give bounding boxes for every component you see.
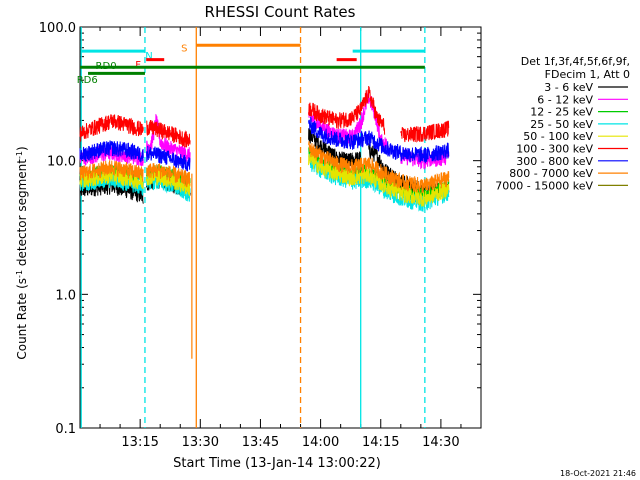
plot-frame <box>79 26 482 429</box>
series-lines <box>79 85 450 359</box>
chart-title: RHESSI Count Rates <box>205 3 356 21</box>
series-line <box>79 160 144 182</box>
y-axis-label-mid: detector segment <box>15 159 29 270</box>
series-line <box>146 113 191 163</box>
legend-entry-label: 800 - 7000 keV <box>509 167 593 180</box>
x-axis-label: Start Time (13-Jan-14 13:00:22) <box>173 456 381 471</box>
x-tick-label: 14:15 <box>362 435 399 450</box>
legend-entry-label: 6 - 12 keV <box>537 93 593 106</box>
series-line <box>79 114 144 142</box>
y-axis-label-sup2: -1 <box>15 151 24 159</box>
y-axis-label-sup1: -1 <box>15 270 24 278</box>
vertical-markers <box>80 27 426 428</box>
series-line <box>308 85 386 135</box>
legend-entry-label: 12 - 25 keV <box>530 106 593 119</box>
legend-entry-label: 3 - 6 keV <box>544 81 593 94</box>
y-tick-label: 10.0 <box>47 155 76 170</box>
series-line <box>79 167 144 190</box>
y-axis-label-main: Count Rate (s <box>15 278 29 360</box>
axis-ticks: 100.0 10.0 1.0 0.1 13:15 13:30 13:45 14:00 14:15… <box>39 21 481 450</box>
y-tick-label: 0.1 <box>55 422 76 437</box>
series-line <box>146 119 191 148</box>
flag-label: F <box>135 60 141 71</box>
flag-bars: N S F RD0 RD6 <box>77 44 425 86</box>
series-line <box>308 128 361 169</box>
series-line <box>146 163 191 188</box>
legend-entry-label: 25 - 50 keV <box>530 118 593 131</box>
flag-label: N <box>145 51 152 62</box>
y-axis-label-end: ) <box>15 146 29 151</box>
y-axis-label: Count Rate (s-1 detector segment-1) <box>15 146 30 359</box>
flag-label: RD0 <box>96 61 117 72</box>
series-line <box>308 141 450 194</box>
x-tick-label: 13:15 <box>121 435 158 450</box>
y-tick-label: 1.0 <box>55 288 76 303</box>
flag-label: RD6 <box>77 75 98 86</box>
legend-header-line-1: Det 1f,3f,4f,5f,6f,9f, <box>521 55 630 68</box>
legend: Det 1f,3f,4f,5f,6f,9f, FDecim 1, Att 0 3… <box>495 55 630 192</box>
series-line <box>400 120 450 143</box>
series-line <box>79 140 144 164</box>
x-tick-label: 13:30 <box>182 435 219 450</box>
legend-entry-label: 100 - 300 keV <box>516 143 593 156</box>
legend-entry-label: 7000 - 15000 keV <box>495 179 593 192</box>
series-line <box>308 116 450 164</box>
plot-axes <box>79 26 482 429</box>
flag-label: S <box>181 44 187 55</box>
series-line <box>146 145 191 172</box>
legend-header-line-2: FDecim 1, Att 0 <box>545 68 630 81</box>
legend-entry-label: 50 - 100 keV <box>523 130 593 143</box>
x-tick-label: 13:45 <box>242 435 279 450</box>
y-tick-label: 100.0 <box>39 21 76 36</box>
legend-entry-label: 300 - 800 keV <box>516 155 593 168</box>
x-tick-label: 14:00 <box>302 435 339 450</box>
x-tick-label: 14:30 <box>422 435 459 450</box>
footer-date: 18-Oct-2021 21:46 <box>560 469 636 478</box>
